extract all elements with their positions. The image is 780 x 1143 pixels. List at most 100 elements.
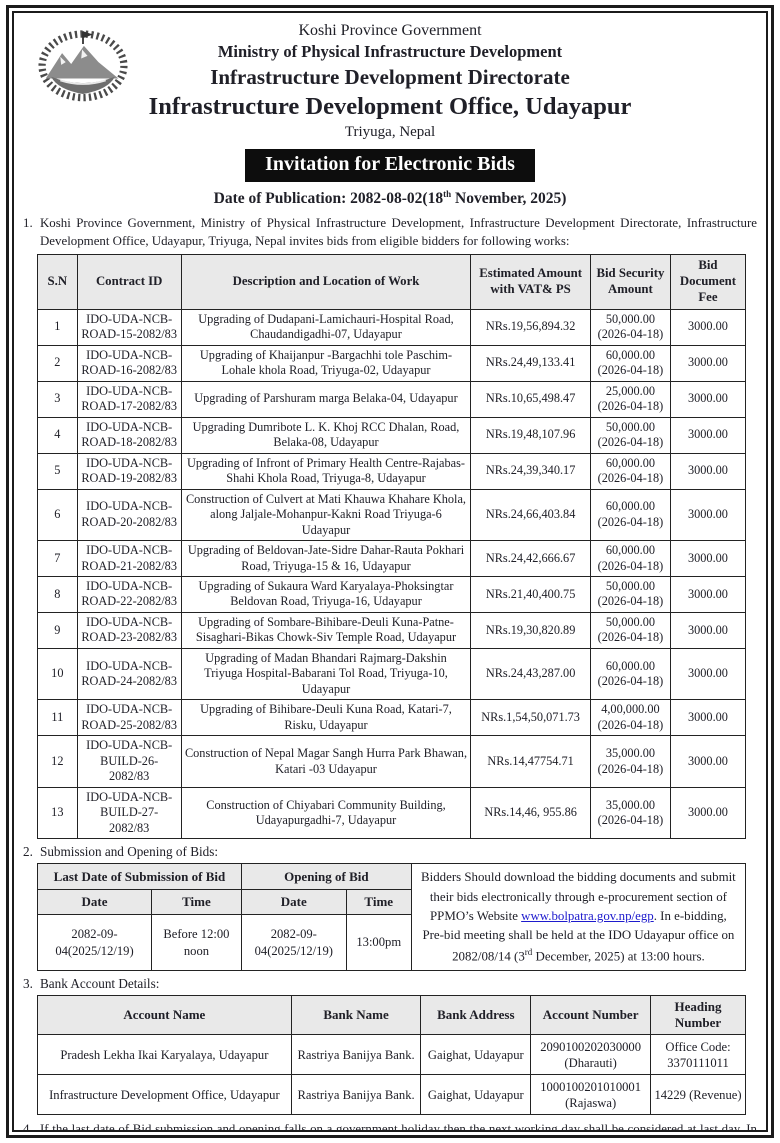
security-validity: (2026-04-18) [597, 514, 664, 529]
bid-security-cell: 60,000.00 (2026-04-18) [589, 488, 671, 542]
sn-cell: 8 [37, 576, 78, 613]
bank-header-account-name: Account Name [37, 995, 292, 1036]
bid-security-cell: 25,000.00 (2026-04-18) [589, 380, 671, 418]
ministry-title: Ministry of Physical Infrastructure Deve… [217, 42, 563, 61]
bank-header-row: Account Name Bank Name Bank Address Acco… [37, 995, 746, 1036]
submission-group-header-row: Last Date of Submission of Bid Opening o… [37, 863, 747, 972]
works-row: 3 IDO-UDA-NCB-ROAD-17-2082/83 Upgrading of… [37, 380, 747, 418]
security-amount: 50,000.00 [605, 311, 656, 326]
office-title: Infrastructure Development Office, Udaya… [148, 93, 632, 120]
sn-cell: 1 [37, 308, 78, 346]
works-table: S.N Contract ID Description and Location… [37, 253, 747, 840]
fee-cell: 3000.00 [669, 735, 747, 788]
note-holiday: 4. If the last date of Bid submission an… [23, 1120, 757, 1130]
sn-cell: 11 [37, 699, 78, 737]
submission-subheader-row: Date Time Date Time [37, 888, 746, 916]
bank-cell-line: Gaighat, Udayapur [427, 1047, 524, 1062]
security-amount: 60,000.00 [605, 455, 656, 470]
ebidding-note-text-2: . In e-bidding, Pre-bid meeting shall be… [422, 908, 735, 963]
security-validity: (2026-04-18) [597, 717, 664, 732]
document-header: Koshi Province Government Ministry of Ph… [23, 22, 757, 141]
contract-id-cell: IDO-UDA-NCB-ROAD-16-2082/83 [76, 344, 182, 382]
bank-section-title: Bank Account Details: [40, 976, 160, 992]
fee-cell: 3000.00 [669, 416, 747, 454]
amount-cell: NRs.14,46, 955.86 [470, 786, 591, 840]
amount-cell: NRs.10,65,498.47 [470, 380, 591, 418]
amount-cell: NRs.24,39,340.17 [470, 452, 591, 490]
opening-time-header: Time [345, 888, 412, 916]
bank-cell-line: Infrastructure Development Office, Udaya… [49, 1087, 280, 1102]
document-page: Koshi Province Government Ministry of Ph… [6, 5, 774, 1138]
works-row: 5 IDO-UDA-NCB-ROAD-19-2082/83 Upgrading of… [37, 452, 747, 490]
bank-cell: Gaighat, Udayapur [420, 1034, 532, 1076]
opening-time-value: 13:00pm [345, 914, 412, 972]
bank-cell-line: (Dharauti) [564, 1055, 617, 1070]
bank-table: Account Name Bank Name Bank Address Acco… [37, 995, 746, 1116]
security-amount: 50,000.00 [605, 419, 656, 434]
security-amount: 60,000.00 [605, 658, 656, 673]
fee-cell: 3000.00 [669, 786, 747, 840]
bank-cell: 14229 (Revenue) [650, 1074, 746, 1116]
bid-security-cell: 50,000.00 (2026-04-18) [589, 308, 671, 346]
works-row: 8 IDO-UDA-NCB-ROAD-22-2082/83 Upgrading of… [37, 576, 747, 613]
security-validity: (2026-04-18) [597, 471, 664, 486]
contract-id-cell: IDO-UDA-NCB-ROAD-21-2082/83 [76, 540, 182, 577]
works-table-body: 1 IDO-UDA-NCB-ROAD-15-2082/83 Upgrading of… [37, 308, 747, 840]
bid-security-cell: 50,000.00 (2026-04-18) [589, 576, 671, 613]
description-cell: Upgrading of Dudapani-Lamichauri-Hospita… [180, 308, 472, 346]
bank-section-heading: 3. Bank Account Details: [23, 976, 757, 992]
submission-section-number: 2. [23, 844, 33, 860]
description-cell: Upgrading of Parshuram marga Belaka-04, … [180, 380, 472, 418]
security-validity: (2026-04-18) [597, 327, 664, 342]
contract-id-cell: IDO-UDA-NCB-ROAD-25-2082/83 [76, 699, 182, 737]
works-header-row: S.N Contract ID Description and Location… [37, 253, 747, 310]
bank-cell: Rastriya Banijya Bank. [290, 1034, 422, 1076]
description-cell: Upgrading of Infront of Primary Health C… [180, 452, 472, 490]
bolpatra-link[interactable]: www.bolpatra.gov.np/egp [521, 908, 654, 923]
works-row: 11 IDO-UDA-NCB-ROAD-25-2082/83 Upgrading o… [37, 699, 747, 737]
description-cell: Upgrading of Sombare-Bihibare-Deuli Kuna… [180, 611, 472, 649]
bank-cell: Rastriya Banijya Bank. [290, 1074, 422, 1116]
bank-section-number: 3. [23, 976, 33, 992]
submission-date-value: 2082-09-04(2025/12/19) [37, 914, 152, 972]
office-location: Triyuga, Nepal [344, 124, 436, 140]
security-amount: 50,000.00 [605, 579, 656, 593]
security-validity: (2026-04-18) [597, 630, 664, 645]
bank-cell: 2090100202030000 (Dharauti) [530, 1034, 652, 1076]
sn-cell: 2 [37, 344, 78, 382]
bank-cell: Pradesh Lekha Ikai Karyalaya, Udayapur [37, 1034, 292, 1076]
security-amount: 60,000.00 [605, 347, 656, 362]
ebidding-note-text-3: December, 2025) at 13:00 hours. [532, 949, 705, 963]
contract-id-cell: IDO-UDA-NCB-BUILD-26-2082/83 [76, 735, 182, 788]
bank-cell-line: Rastriya Banijya Bank. [297, 1087, 415, 1102]
sn-cell: 5 [37, 452, 78, 490]
province-government-title: Koshi Province Government [298, 22, 482, 39]
contract-id-cell: IDO-UDA-NCB-ROAD-15-2082/83 [76, 308, 182, 346]
bank-cell-line: 3370111011 [667, 1055, 729, 1070]
bid-security-cell: 35,000.00 (2026-04-18) [589, 786, 671, 840]
contract-id-cell: IDO-UDA-NCB-ROAD-24-2082/83 [76, 647, 182, 701]
document-inner-frame: Koshi Province Government Ministry of Ph… [12, 11, 768, 1132]
amount-cell: NRs.24,43,287.00 [470, 647, 591, 701]
works-row: 13 IDO-UDA-NCB-BUILD-27-2082/83 Constructi… [37, 786, 747, 840]
amount-cell: NRs.24,66,403.84 [470, 488, 591, 542]
security-validity: (2026-04-18) [597, 363, 664, 378]
works-row: 4 IDO-UDA-NCB-ROAD-18-2082/83 Upgrading Du… [37, 416, 747, 454]
bid-security-cell: 4,00,000.00 (2026-04-18) [589, 699, 671, 737]
works-row: 12 IDO-UDA-NCB-BUILD-26-2082/83 Constructi… [37, 735, 747, 788]
contract-id-cell: IDO-UDA-NCB-ROAD-18-2082/83 [76, 416, 182, 454]
ebidding-note-text: Bidders Should download the bidding docu… [421, 870, 736, 923]
contract-id-cell: IDO-UDA-NCB-ROAD-20-2082/83 [76, 488, 182, 542]
works-header-sn: S.N [37, 253, 78, 310]
security-validity: (2026-04-18) [597, 399, 664, 414]
amount-cell: NRs.19,56,894.32 [470, 308, 591, 346]
fee-cell: 3000.00 [669, 699, 747, 737]
security-amount: 60,000.00 [605, 543, 656, 558]
works-row: 9 IDO-UDA-NCB-ROAD-23-2082/83 Upgrading of… [37, 611, 747, 649]
fee-cell: 3000.00 [669, 611, 747, 649]
submission-section-heading: 2. Submission and Opening of Bids: [23, 844, 757, 860]
amount-cell: NRs.24,42,666.67 [470, 540, 591, 577]
works-header-bid-security: Bid Security Amount [589, 253, 671, 310]
ebidding-note-superscript: rd [524, 946, 533, 957]
fee-cell: 3000.00 [669, 540, 747, 577]
